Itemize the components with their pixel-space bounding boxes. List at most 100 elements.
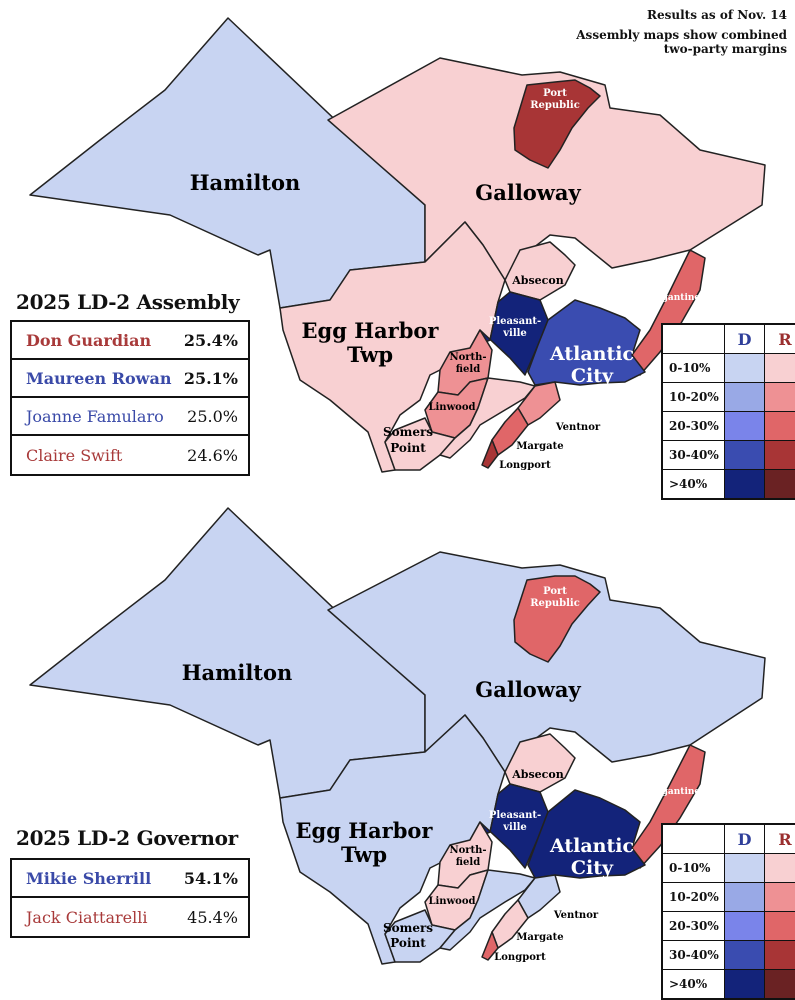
pleasantville-label: ville — [502, 822, 527, 833]
northfield-label: field — [456, 857, 480, 868]
candidate-row: Mikie Sherrill 54.1% — [12, 860, 248, 898]
atlantic-city-label: Atlantic — [549, 835, 634, 857]
pleasantville-label: Pleasant- — [489, 810, 541, 821]
legend-row: 20-30% — [663, 412, 795, 441]
legend-range-label: 10-20% — [663, 383, 725, 411]
brigantine-label: Brigantine — [646, 787, 701, 797]
ventnor-label: Ventnor — [553, 910, 599, 921]
legend-swatch-r — [765, 470, 795, 498]
brigantine-label: Brigantine — [646, 293, 701, 303]
legend-swatch-d — [725, 941, 765, 969]
legend-range-label: >40% — [663, 970, 725, 998]
legend-row: 30-40% — [663, 441, 795, 470]
egg-harbor-label: Twp — [341, 842, 387, 867]
legend-range-label: 30-40% — [663, 941, 725, 969]
candidate-percent: 25.4% — [183, 330, 238, 350]
candidate-percent: 54.1% — [183, 868, 238, 888]
assembly-note-line1: Assembly maps show combined — [576, 28, 787, 42]
linwood-label: Linwood — [428, 402, 475, 413]
longport-label: Longport — [494, 952, 546, 963]
absecon-area[interactable] — [504, 733, 576, 793]
egg-harbor-label: Twp — [347, 342, 393, 367]
atlantic-city-area[interactable] — [527, 299, 646, 386]
legend-row: 30-40% — [663, 941, 795, 970]
legend-swatch-d — [725, 354, 765, 382]
municipality-shapes — [29, 507, 766, 965]
brigantine-area[interactable] — [631, 249, 706, 376]
pleasantville-label: Pleasant- — [489, 316, 541, 327]
candidate-row: Jack Ciattarelli 45.4% — [12, 898, 248, 936]
candidate-name: Mikie Sherrill — [26, 868, 152, 888]
port-republic-area[interactable] — [513, 575, 601, 663]
legend-header-d: D — [725, 325, 765, 353]
candidate-percent: 25.0% — [187, 406, 238, 426]
egg-harbor-area[interactable] — [279, 221, 506, 473]
assembly-title: 2025 LD-2 Assembly — [16, 290, 240, 314]
legend-row: >40% — [663, 470, 795, 498]
map-labels: Hamilton Galloway Port Republic Egg Harb… — [190, 88, 701, 471]
galloway-label: Galloway — [475, 180, 581, 205]
legend-row: >40% — [663, 970, 795, 998]
longport-area[interactable] — [481, 931, 499, 961]
legend-range-label: 20-30% — [663, 412, 725, 440]
legend-swatch-d — [725, 412, 765, 440]
legend-row: 0-10% — [663, 354, 795, 383]
legend-range-label: 10-20% — [663, 883, 725, 911]
somers-point-label: Point — [390, 936, 426, 950]
legend-swatch-r — [765, 941, 795, 969]
candidate-row: Maureen Rowan 25.1% — [12, 360, 248, 398]
somers-point-label: Somers — [383, 425, 433, 439]
port-republic-area[interactable] — [513, 79, 601, 169]
assembly-map: Hamilton Galloway Port Republic Egg Harb… — [29, 17, 766, 473]
legend-row: 10-20% — [663, 883, 795, 912]
candidate-name: Maureen Rowan — [26, 368, 172, 388]
ventnor-label: Ventnor — [555, 422, 601, 433]
legend-range-label: 20-30% — [663, 912, 725, 940]
legend-swatch-d — [725, 441, 765, 469]
candidate-row: Don Guardian 25.4% — [12, 322, 248, 360]
map-labels: Hamilton Galloway Port Republic Egg Harb… — [182, 586, 701, 963]
governor-legend: D R 0-10% 10-20% 20-30% 30-40% >40% — [661, 823, 795, 1000]
egg-harbor-label: Egg Harbor — [302, 318, 440, 343]
legend-row: 20-30% — [663, 912, 795, 941]
candidate-percent: 45.4% — [187, 907, 238, 927]
legend-range-label: 0-10% — [663, 854, 725, 882]
margate-label: Margate — [516, 441, 563, 452]
candidate-percent: 25.1% — [183, 368, 238, 388]
municipality-shapes — [29, 17, 766, 473]
governor-results-table: Mikie Sherrill 54.1% Jack Ciattarelli 45.4% — [10, 858, 250, 938]
pleasantville-label: ville — [502, 328, 527, 339]
longport-area[interactable] — [481, 439, 499, 469]
candidate-name: Claire Swift — [26, 445, 123, 465]
hamilton-label: Hamilton — [190, 170, 301, 195]
hamilton-label: Hamilton — [182, 660, 293, 685]
legend-header-r: R — [765, 325, 795, 353]
hamilton-area[interactable] — [29, 17, 426, 309]
legend-swatch-r — [765, 970, 795, 998]
legend-swatch-d — [725, 970, 765, 998]
legend-row: 0-10% — [663, 854, 795, 883]
governor-title: 2025 LD-2 Governor — [16, 826, 238, 850]
legend-range-label: 0-10% — [663, 354, 725, 382]
linwood-label: Linwood — [428, 896, 475, 907]
port-republic-label: Republic — [530, 100, 580, 111]
candidate-row: Claire Swift 24.6% — [12, 436, 248, 474]
hamilton-area[interactable] — [29, 507, 426, 799]
absecon-area[interactable] — [504, 241, 576, 301]
absecon-label: Absecon — [511, 768, 563, 781]
legend-swatch-d — [725, 383, 765, 411]
legend-range-label: >40% — [663, 470, 725, 498]
atlantic-city-label: Atlantic — [549, 343, 634, 365]
egg-harbor-area[interactable] — [279, 714, 506, 965]
longport-label: Longport — [499, 460, 551, 471]
results-date-note: Results as of Nov. 14 — [647, 8, 787, 22]
atlantic-city-label: City — [571, 365, 614, 387]
brigantine-area[interactable] — [631, 744, 706, 869]
candidate-name: Jack Ciattarelli — [26, 907, 148, 927]
legend-swatch-d — [725, 883, 765, 911]
atlantic-city-area[interactable] — [527, 789, 646, 879]
candidate-name: Joanne Famularo — [26, 406, 164, 426]
egg-harbor-label: Egg Harbor — [296, 818, 434, 843]
galloway-label: Galloway — [475, 677, 581, 702]
legend-swatch-r — [765, 354, 795, 382]
